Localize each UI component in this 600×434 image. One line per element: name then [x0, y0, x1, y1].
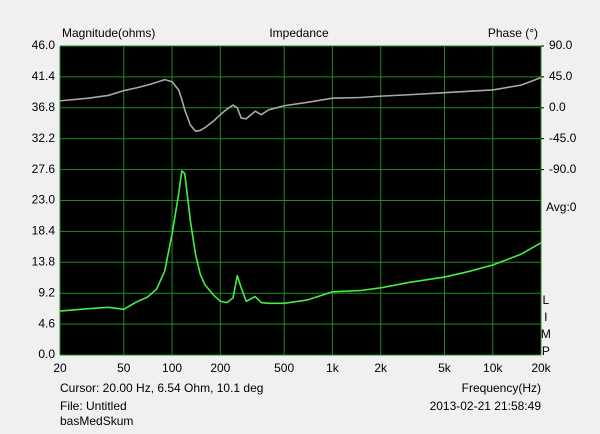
- x-tick-label: 200: [210, 361, 230, 375]
- x-tick-label: 20k: [531, 361, 551, 375]
- y-tick-label: 27.6: [32, 162, 56, 176]
- x-tick-label: 1k: [326, 361, 340, 375]
- y-tick-label: 23.0: [32, 193, 56, 207]
- y-axis-label: Magnitude(ohms): [62, 26, 155, 40]
- y-tick-label: 46.0: [32, 38, 56, 52]
- timestamp: 2013-02-21 21:58:49: [430, 399, 542, 413]
- y-tick-label: 4.6: [38, 316, 55, 330]
- y-tick-label: 9.2: [38, 285, 55, 299]
- y-tick-label: 13.8: [32, 254, 56, 268]
- y2-tick-label: -90.0: [549, 162, 577, 176]
- y-tick-label: 32.2: [32, 131, 56, 145]
- x-tick-label: 20: [53, 361, 67, 375]
- x-tick-label: 100: [162, 361, 182, 375]
- file-text: File: Untitled: [60, 399, 127, 413]
- x-tick-label: 10k: [483, 361, 503, 375]
- x-axis-label: Frequency(Hz): [462, 381, 541, 395]
- y-tick-label: 41.4: [32, 69, 56, 83]
- x-tick-label: 500: [274, 361, 294, 375]
- chart-title: Impedance: [269, 26, 329, 40]
- cursor-text: Cursor: 20.00 Hz, 6.54 Ohm, 10.1 deg: [60, 381, 263, 395]
- name-text: basMedSkum: [60, 414, 133, 428]
- y-tick-label: 0.0: [38, 347, 55, 361]
- avg-label: Avg:0: [546, 200, 577, 214]
- x-tick-label: 5k: [438, 361, 452, 375]
- y2-tick-label: 0.0: [549, 100, 566, 114]
- y2-axis-label: Phase (°): [488, 26, 538, 40]
- y2-tick-label: 90.0: [549, 38, 573, 52]
- y-tick-label: 36.8: [32, 100, 56, 114]
- y-tick-label: 18.4: [32, 224, 56, 238]
- series-line: [59, 170, 542, 312]
- y2-tick-label: 45.0: [549, 69, 573, 83]
- side-label: LIMP: [539, 293, 553, 361]
- x-tick-label: 2k: [374, 361, 388, 375]
- series-line: [59, 76, 542, 132]
- y2-tick-label: -45.0: [549, 131, 577, 145]
- x-tick-label: 50: [117, 361, 131, 375]
